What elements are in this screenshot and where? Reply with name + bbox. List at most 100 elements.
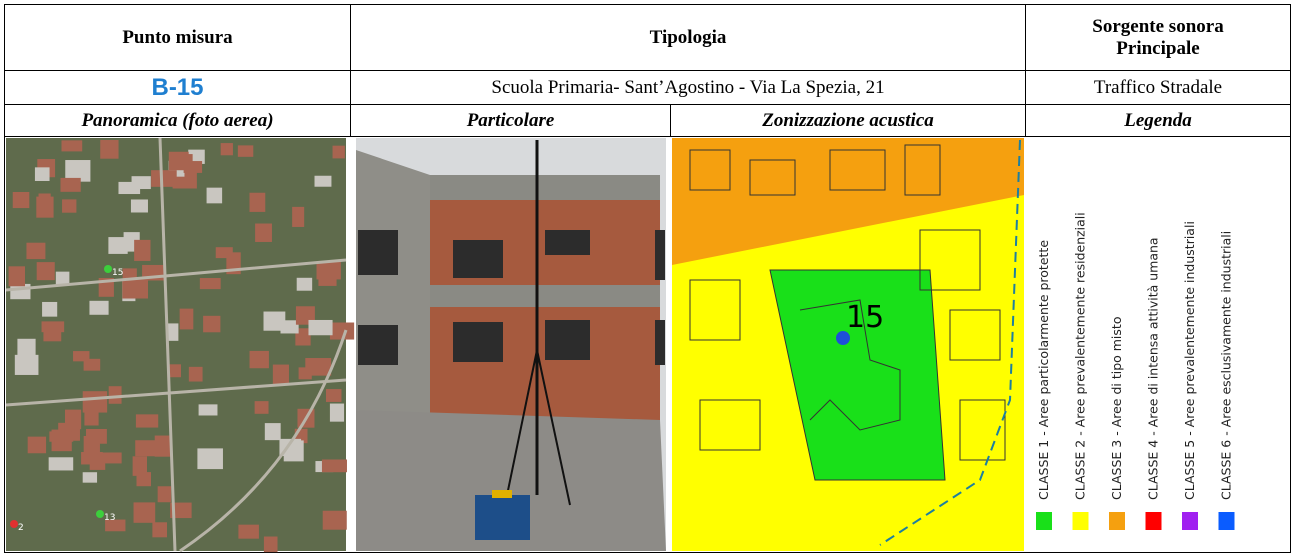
map-label: 15: [846, 300, 884, 335]
roof: [263, 311, 286, 331]
roof: [12, 191, 30, 209]
legend-label: CLASSE 4 - Aree di intensa attività uman…: [1146, 237, 1161, 500]
roof: [254, 401, 269, 414]
roof: [154, 435, 172, 457]
roof: [166, 323, 179, 341]
roof: [249, 350, 269, 369]
roof: [51, 429, 72, 452]
legend-swatch: [1072, 512, 1089, 530]
roof: [168, 151, 189, 171]
roof: [105, 519, 126, 532]
roof: [308, 319, 333, 336]
roof: [151, 170, 177, 187]
roof: [55, 271, 70, 286]
roof: [206, 187, 223, 204]
legend-swatch: [1218, 512, 1235, 530]
roof: [100, 140, 119, 159]
legend-label: CLASSE 3 - Aree di tipo misto: [1109, 317, 1124, 500]
roof: [188, 366, 203, 382]
roof: [295, 328, 311, 346]
roof: [84, 408, 99, 426]
roof: [81, 452, 103, 465]
roof: [118, 181, 141, 195]
roof: [152, 522, 168, 538]
roof: [296, 277, 313, 291]
roof: [65, 409, 82, 430]
roof: [203, 315, 221, 333]
roof: [135, 414, 159, 428]
marker: [104, 265, 112, 273]
legend-label: CLASSE 5 - Aree prevalentemente industri…: [1182, 221, 1197, 500]
roof: [100, 452, 122, 464]
roof: [198, 404, 218, 416]
legend-swatch: [1036, 512, 1052, 530]
roof: [60, 177, 81, 192]
roof: [215, 247, 233, 259]
roof: [329, 403, 345, 422]
roof: [179, 308, 194, 330]
roof: [220, 143, 233, 156]
roof: [133, 502, 156, 523]
roof: [42, 301, 58, 317]
roof: [316, 261, 341, 280]
roof: [249, 192, 266, 212]
roof: [108, 386, 122, 404]
roof: [167, 364, 182, 378]
roof: [62, 199, 77, 213]
legend-swatch: [1182, 512, 1198, 530]
roof: [73, 351, 90, 362]
roof: [170, 502, 192, 519]
marker-label: 13: [104, 513, 115, 523]
roof: [321, 459, 347, 473]
marker-label: 2: [18, 523, 24, 533]
roof: [183, 161, 203, 173]
roof: [17, 338, 36, 356]
marker: [10, 520, 18, 528]
roof: [82, 472, 98, 483]
road: [5, 137, 348, 553]
aerial-photo: 15 13 2: [5, 137, 355, 553]
roof: [108, 237, 128, 254]
roof: [27, 436, 47, 454]
legend-label: CLASSE 1 - Aree particolarmente protette: [1036, 240, 1051, 500]
roof: [36, 262, 55, 281]
legend-label: CLASSE 2 - Aree prevalentemente residenz…: [1073, 212, 1088, 500]
roof: [43, 331, 62, 342]
roof: [329, 322, 355, 340]
legend-swatch: [1145, 512, 1162, 530]
roof: [314, 175, 332, 187]
legend-swatch: [1109, 512, 1125, 530]
detail-photo: [356, 138, 666, 551]
roof: [14, 354, 39, 375]
roof: [48, 457, 74, 471]
marker: [96, 510, 104, 518]
roof: [255, 223, 272, 242]
roof: [26, 242, 46, 260]
roof: [238, 524, 259, 539]
roof: [38, 193, 51, 213]
roof: [322, 510, 347, 530]
roof: [237, 145, 254, 157]
roof: [61, 140, 83, 152]
roof: [264, 423, 281, 441]
roof: [65, 160, 91, 182]
roof: [263, 536, 278, 553]
roof: [122, 278, 149, 299]
roof: [8, 266, 26, 287]
roof: [132, 456, 148, 476]
roof: [272, 364, 289, 385]
roof: [292, 206, 305, 227]
roof: [41, 321, 65, 333]
roof: [199, 278, 221, 290]
roof: [332, 145, 345, 159]
roof: [89, 300, 109, 315]
roof: [130, 199, 148, 213]
header-source: Sorgente sonora Principale: [1025, 4, 1291, 71]
zoning-map: [672, 138, 1024, 551]
roof: [298, 367, 312, 380]
image-row: [4, 136, 1291, 553]
roof: [197, 448, 223, 470]
roof: [135, 440, 159, 457]
